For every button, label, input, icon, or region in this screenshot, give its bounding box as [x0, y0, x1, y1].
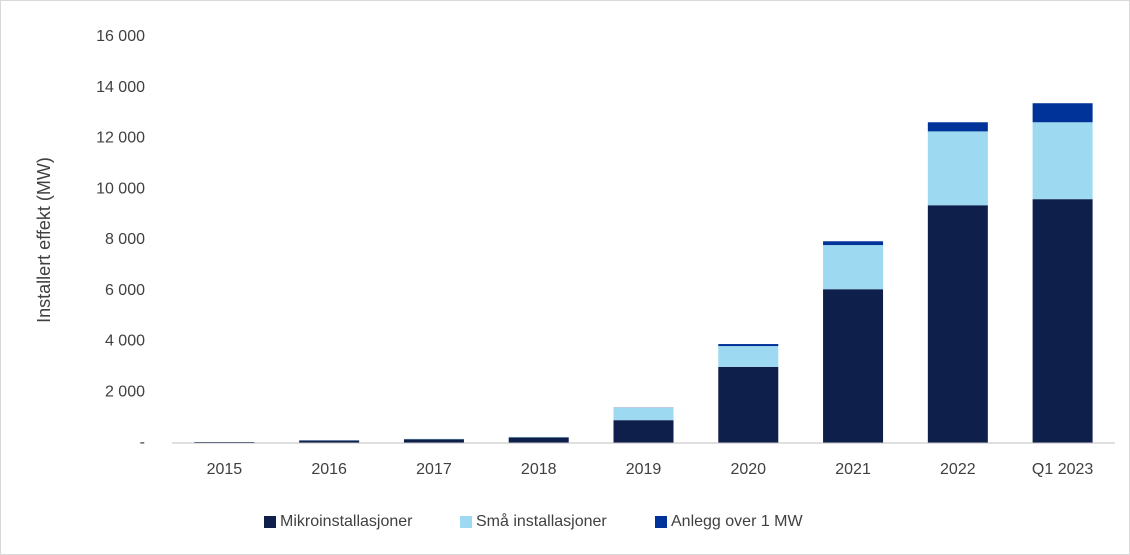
x-tick-label: 2016: [311, 461, 347, 478]
legend-swatch: [264, 516, 276, 528]
bar-segment: [927, 131, 988, 206]
bar-segment: [823, 241, 884, 246]
bar-segment: [823, 245, 884, 290]
y-tick-label: 2 000: [105, 383, 145, 400]
bar-segment: [823, 289, 884, 443]
bar-segment: [718, 366, 779, 443]
legend-swatch: [460, 516, 472, 528]
legend-label: Anlegg over 1 MW: [671, 513, 804, 530]
y-tick-label: 16 000: [96, 28, 145, 45]
bar-segment: [927, 122, 988, 132]
y-tick-label: 10 000: [96, 180, 145, 197]
bar-segment: [927, 205, 988, 443]
x-tick-label: 2015: [207, 461, 243, 478]
x-tick-label: Q1 2023: [1032, 461, 1093, 478]
bar-segment: [299, 440, 360, 443]
y-axis-label: Installert effekt (MW): [34, 157, 54, 323]
y-tick-label: 8 000: [105, 231, 145, 248]
bar-segment: [1032, 122, 1093, 200]
bar-segment: [613, 420, 674, 443]
bar-segment: [508, 437, 569, 443]
bar-segment: [718, 344, 779, 347]
y-tick-label: 6 000: [105, 282, 145, 299]
y-tick-label: 4 000: [105, 333, 145, 350]
x-tick-label: 2022: [940, 461, 976, 478]
legend-swatch: [655, 516, 667, 528]
x-tick-label: 2018: [521, 461, 557, 478]
bar-segment: [718, 346, 779, 367]
legend-label: Mikroinstallasjoner: [280, 513, 413, 530]
x-tick-label: 2021: [835, 461, 871, 478]
x-tick-label: 2019: [626, 461, 662, 478]
y-tick-label: -: [140, 434, 145, 451]
bar-segment: [1032, 199, 1093, 443]
bar-segment: [403, 439, 464, 443]
legend-label: Små installasjoner: [476, 512, 607, 530]
bar-segment: [1032, 103, 1093, 123]
x-tick-label: 2017: [416, 461, 452, 478]
y-tick-label: 12 000: [96, 130, 145, 147]
bar-segment: [194, 441, 255, 443]
bar-segment: [613, 407, 674, 421]
x-tick-label: 2020: [730, 461, 766, 478]
y-tick-label: 14 000: [96, 79, 145, 96]
bar-segment: [508, 436, 569, 438]
